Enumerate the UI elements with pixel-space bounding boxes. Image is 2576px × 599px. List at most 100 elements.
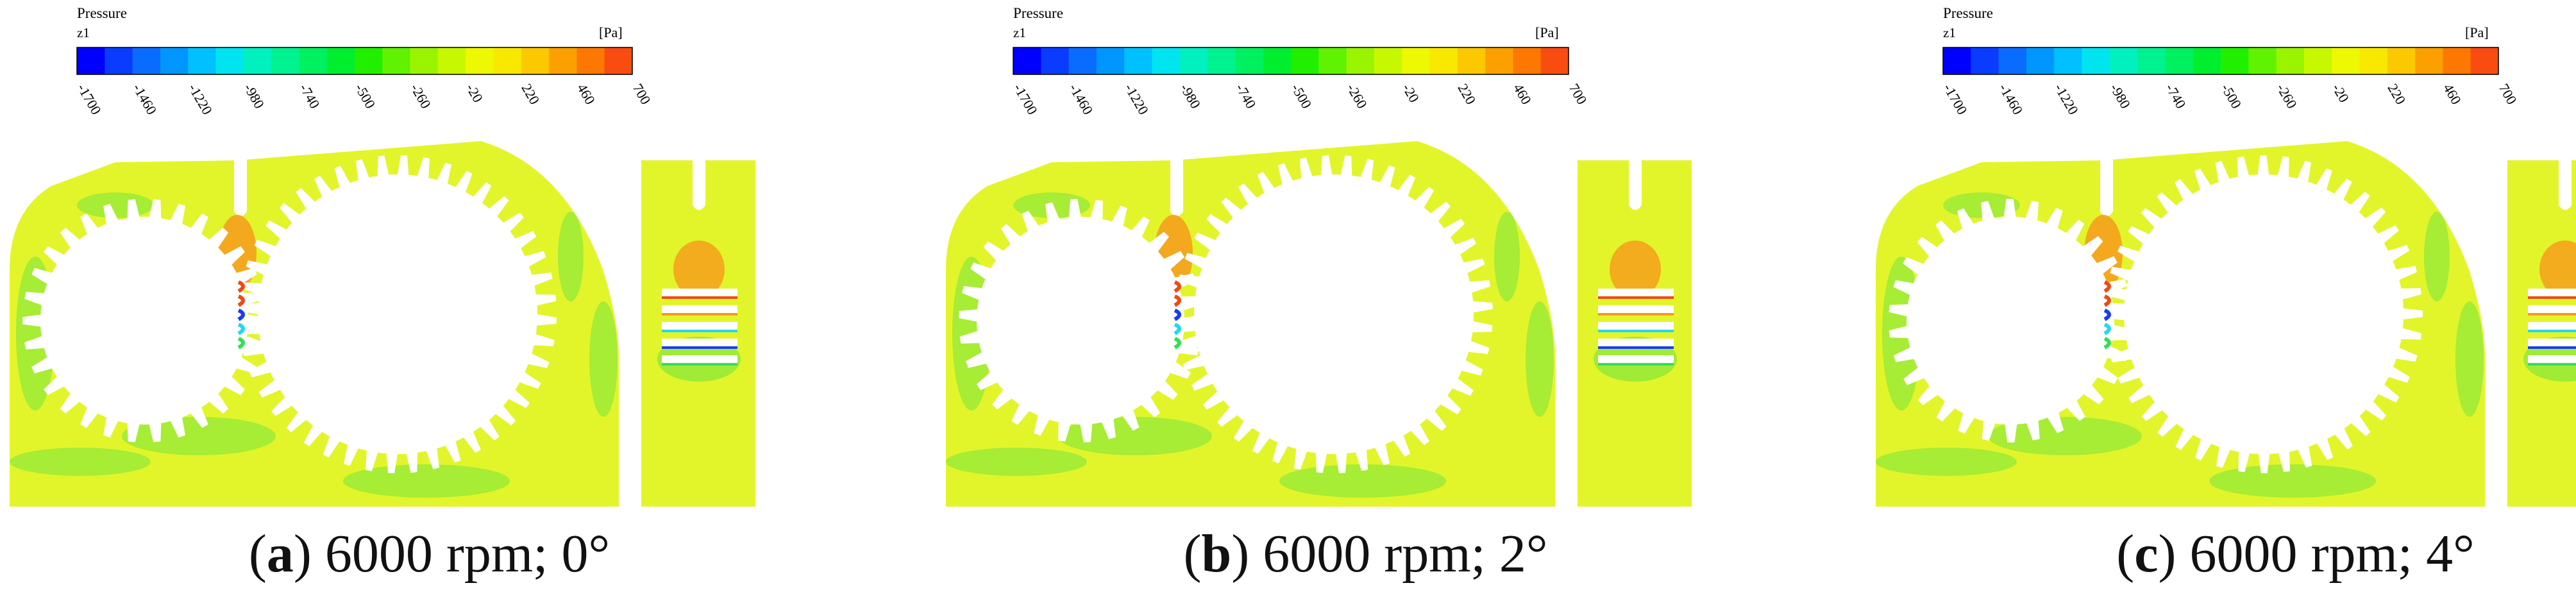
caption-close-paren: ) [293,524,312,584]
colorbar-tick-label: -1700 [1011,81,1041,117]
side-tooth-edge [1598,363,1674,366]
side-high-pressure-zone [673,240,725,298]
colorbar-swatch [521,47,550,74]
colorbar-swatch [2026,47,2055,74]
colorbar-tick-label: -740 [296,81,323,111]
side-tooth-edge [2528,363,2576,366]
colorbar-swatch [243,47,272,74]
colorbar-swatch [437,47,466,74]
colorbar-swatch [1429,47,1458,74]
side-high-pressure-zone [1610,240,1661,298]
caption-close-paren: ) [1231,524,1250,584]
low-pressure-zone [2209,464,2376,498]
mesh-pressure-line [1174,294,1181,307]
side-view [2507,160,2576,507]
colorbar-swatch [2276,47,2305,74]
colorbar-swatch [1068,47,1097,74]
colorbar-swatch [2470,47,2499,74]
side-outlet-slot [1629,160,1642,210]
colorbar-swatch [1179,47,1208,74]
colorbar: Pressure z1 [Pa] -1700 -1460 -1220 -980 -740 -50… [74,5,654,117]
caption-letter: a [266,524,294,584]
large-gear [1175,155,1493,473]
low-pressure-zone [589,301,618,417]
side-tooth-edge [1598,346,1674,349]
colorbar-swatch [1374,47,1402,74]
panel-a: Pressure z1 [Pa] -1700 -1460 -1220 -980 -740 -50… [0,0,859,599]
low-pressure-zone [1876,448,2017,476]
colorbar-swatch [326,47,355,74]
gear-housing [1876,141,2485,507]
colorbar-subtitle: z1 [1013,25,1026,40]
side-tooth-edge [1598,313,1674,316]
side-tooth-edge [1598,330,1674,332]
colorbar-swatch [271,47,299,74]
mesh-pressure-line [1174,323,1181,335]
side-tooth-gap [662,289,737,296]
side-tooth-gap [662,355,737,363]
colorbar-swatch [1208,47,1236,74]
side-tooth-edge [1598,296,1674,299]
side-high-pressure-zone [2539,240,2576,298]
low-pressure-zone [1526,301,1554,417]
colorbar-swatch [1971,47,1999,74]
colorbar-tick-label: -20 [463,81,486,105]
colorbar-swatch [1485,47,1513,74]
colorbar-swatch [1041,47,1070,74]
large-gear [2105,155,2423,473]
side-tooth-gap [2528,339,2576,346]
colorbar-tick-label: -260 [1343,81,1370,111]
caption-open-paren: ( [1183,524,1202,584]
side-tooth-edge [662,330,737,332]
colorbar-tick-label: 460 [1510,81,1535,107]
colorbar-swatch [1998,47,2027,74]
mesh-pressure-line [237,280,245,293]
colorbar: Pressure z1 [Pa] -1700 -1460 -1220 -980 -740 -50… [1011,5,1590,117]
colorbar-tick-label: -500 [1288,81,1315,111]
colorbar-swatch [1096,47,1125,74]
side-tooth-gap [2528,289,2576,296]
side-tooth-edge [2528,346,2576,349]
colorbar-swatch [2332,47,2360,74]
colorbar-tick-label: -1460 [130,81,160,117]
colorbar-swatch [2387,47,2416,74]
colorbar-tick-label: -500 [2218,81,2245,111]
colorbar-subtitle: z1 [77,25,90,40]
colorbar-tick-label: -1700 [74,81,105,117]
small-gear [959,199,1202,443]
colorbar-swatch [2303,47,2332,74]
colorbar-swatch [77,47,105,74]
gear-housing [10,141,619,507]
side-view [641,160,755,507]
low-pressure-zone [1058,417,1212,455]
colorbar-swatch [2248,47,2277,74]
colorbar-tick-label: -740 [2162,81,2189,111]
caption-text: 6000 rpm; 0° [311,524,610,584]
colorbar-swatch [549,47,577,74]
mesh-pressure-line [2103,308,2111,321]
side-tooth-gap [1598,289,1674,296]
side-tooth-gap [2528,305,2576,313]
colorbar-swatch [1346,47,1375,74]
pressure-contour-plot: Pressure z1 [Pa] -1700 -1460 -1220 -980 -740 -50… [946,5,1692,507]
panel-caption: (b) 6000 rpm; 2° [936,523,1795,585]
colorbar-swatch [188,47,216,74]
colorbar-tick-label: -260 [2273,81,2300,111]
colorbar-tick-label: -1220 [1122,81,1152,117]
low-pressure-zone [77,192,154,218]
caption-open-paren: ( [2116,524,2135,584]
side-tooth-gap [2528,355,2576,363]
caption-close-paren: ) [2158,524,2176,584]
mesh-pressure-line [1174,308,1181,321]
colorbar-tick-label: -1220 [185,81,215,117]
mesh-pressure-line [2103,294,2111,307]
mesh-pressure-line [237,323,245,335]
caption-open-paren: ( [248,524,267,584]
side-tooth-edge [662,346,737,349]
side-field [641,160,755,507]
side-tooth-edge [662,313,737,316]
colorbar-swatch [1263,47,1292,74]
side-field [1578,160,1692,507]
colorbar-title: Pressure [77,5,127,21]
colorbar-tick-label: -1700 [1940,81,1971,117]
